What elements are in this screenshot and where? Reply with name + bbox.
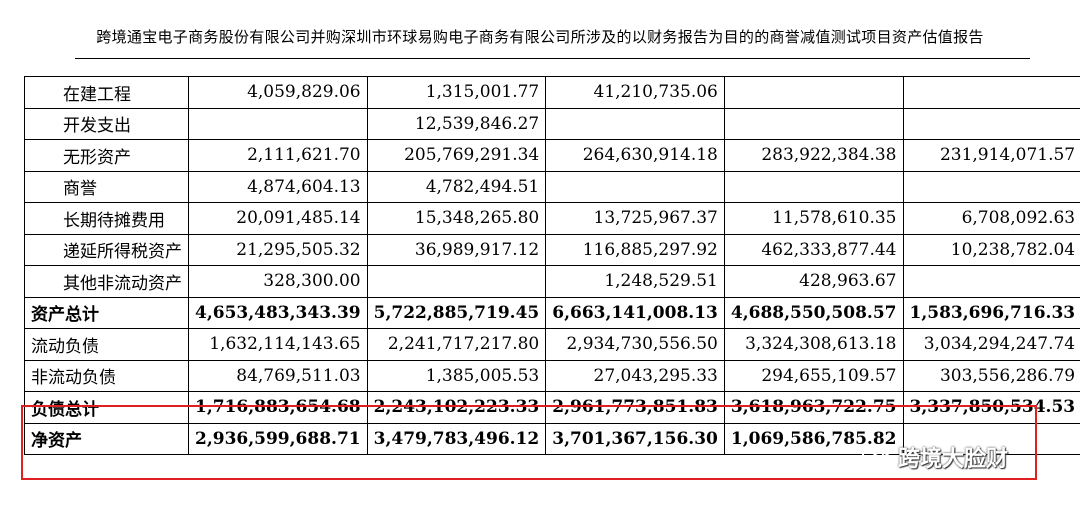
value-cell: 264,630,914.18 [545,139,725,172]
value-cell: 2,111,621.70 [188,139,368,172]
row-label: 净资产 [24,422,189,455]
value-cell [545,107,725,140]
value-cell: 15,348,265.80 [366,202,547,235]
value-cell: 283,922,384.38 [723,139,904,172]
value-cell: 428,963.67 [723,265,904,298]
value-cell: 6,663,141,008.13 [545,296,725,329]
value-cell: 4,653,483,343.39 [188,296,368,329]
value-cell: 21,295,505.32 [188,233,368,266]
value-cell: 2,936,599,688.71 [188,422,368,455]
value-cell: 3,324,308,613.18 [723,328,904,361]
value-cell: 3,618,963,722.75 [723,391,904,424]
value-cell: 303,556,286.79 [902,359,1080,392]
watermark: 跨境大脸财 [862,440,1008,474]
value-cell: 4,782,494.51 [366,170,547,203]
value-cell: 462,333,877.44 [723,233,904,266]
row-label: 资产总计 [24,296,189,329]
value-cell: 231,914,071.57 [902,139,1080,172]
value-cell: 1,248,529.51 [545,265,725,298]
row-label: 非流动负债 [24,359,189,392]
row-label: 无形资产 [24,139,189,172]
value-cell: 2,241,717,217.80 [366,328,547,361]
value-cell: 10,238,782.04 [902,233,1080,266]
watermark-text: 跨境大脸财 [898,447,1009,472]
value-cell: 3,034,294,247.74 [902,328,1080,361]
table-row: 长期待摊费用 20,091,485.14 15,348,265.80 13,725,9… [24,202,1080,235]
value-cell: 2,961,773,851.83 [545,391,725,424]
value-cell [902,76,1080,109]
row-label: 开发支出 [24,107,189,140]
table-row: 商誉 4,874,604.13 4,782,494.51 [24,170,1080,203]
value-cell [723,76,904,109]
table-row: 负债总计 1,716,883,654.68 2,243,102,223.33 2,96… [24,391,1080,424]
value-cell: 1,583,696,716.33 [902,296,1080,329]
value-cell: 1,315,001.77 [366,76,547,109]
document-header: 跨境通宝电子商务股份有限公司并购深圳市环球易购电子商务有限公司所涉及的以财务报告… [96,28,984,46]
value-cell: 205,769,291.34 [366,139,547,172]
financial-table: 在建工程 4,059,829.06 1,315,001.77 41,210,735.0… [24,76,1080,455]
value-cell [188,107,368,140]
value-cell: 11,578,610.35 [723,202,904,235]
value-cell [723,170,904,203]
table-row: 净资产 2,936,599,688.71 3,479,783,496.12 3,701… [24,422,1080,455]
value-cell: 84,769,511.03 [188,359,368,392]
value-cell: 1,385,005.53 [366,359,547,392]
value-cell: 36,989,917.12 [366,233,547,266]
table-row: 开发支出 12,539,846.27 [24,107,1080,140]
value-cell [902,265,1080,298]
row-label: 长期待摊费用 [24,202,189,235]
table-row: 非流动负债 84,769,511.03 1,385,005.53 27,043,295… [24,359,1080,392]
value-cell: 3,337,850,534.53 [902,391,1080,424]
value-cell: 1,716,883,654.68 [188,391,368,424]
value-cell: 4,874,604.13 [188,170,368,203]
value-cell: 3,701,367,156.30 [545,422,725,455]
value-cell: 12,539,846.27 [366,107,547,140]
value-cell: 20,091,485.14 [188,202,368,235]
table-row: 递延所得税资产 21,295,505.32 36,989,917.12 116,885… [24,233,1080,266]
table-row: 流动负债 1,632,114,143.65 2,241,717,217.80 2,93… [24,328,1080,361]
value-cell: 294,655,109.57 [723,359,904,392]
row-label: 在建工程 [24,76,189,109]
value-cell [902,107,1080,140]
table-row: 无形资产 2,111,621.70 205,769,291.34 264,630,91… [24,139,1080,172]
header-divider [75,58,1030,59]
value-cell: 6,708,092.63 [902,202,1080,235]
value-cell: 4,688,550,508.57 [723,296,904,329]
row-label: 流动负债 [24,328,189,361]
value-cell: 27,043,295.33 [545,359,725,392]
value-cell [723,107,904,140]
value-cell: 41,210,735.06 [545,76,725,109]
value-cell [545,170,725,203]
value-cell [902,422,1080,455]
table-row: 资产总计 4,653,483,343.39 5,722,885,719.45 6,66… [24,296,1080,329]
value-cell [366,265,547,298]
row-label: 其他非流动资产 [24,265,189,298]
wechat-icon [862,444,891,469]
value-cell: 5,722,885,719.45 [366,296,547,329]
row-label: 递延所得税资产 [24,233,189,266]
value-cell: 2,243,102,223.33 [366,391,547,424]
row-label: 商誉 [24,170,189,203]
value-cell: 3,479,783,496.12 [366,422,547,455]
table-row: 其他非流动资产 328,300.00 1,248,529.51 428,963.67 [24,265,1080,298]
value-cell: 1,632,114,143.65 [188,328,368,361]
value-cell: 13,725,967.37 [545,202,725,235]
value-cell: 4,059,829.06 [188,76,368,109]
value-cell: 328,300.00 [188,265,368,298]
value-cell: 116,885,297.92 [545,233,725,266]
value-cell [902,170,1080,203]
row-label: 负债总计 [24,391,189,424]
value-cell: 2,934,730,556.50 [545,328,725,361]
table-row: 在建工程 4,059,829.06 1,315,001.77 41,210,735.0… [24,76,1080,109]
